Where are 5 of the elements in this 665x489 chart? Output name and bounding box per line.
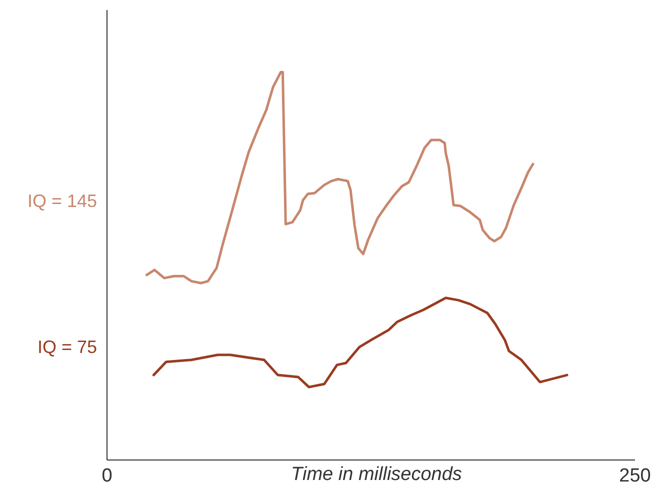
text: IQ = 145	[27, 190, 97, 212]
x-tick-label: 250	[619, 465, 651, 486]
x-tick-label: 0	[102, 465, 112, 486]
text: IQ = 75	[37, 336, 97, 358]
x-axis-title: Time in milliseconds	[291, 464, 462, 485]
